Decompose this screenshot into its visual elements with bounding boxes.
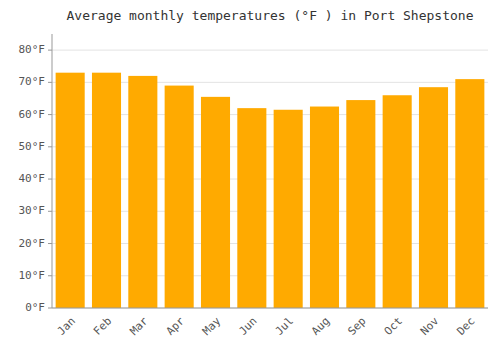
bar (128, 76, 157, 308)
y-tick (48, 146, 52, 147)
bar (92, 73, 121, 308)
bar (346, 100, 375, 308)
y-tick (48, 114, 52, 115)
x-tick-label: May (200, 314, 224, 338)
x-tick-label: Jan (55, 315, 78, 338)
x-tick-label: Oct (382, 315, 405, 338)
bar (56, 73, 85, 308)
x-tick-label: Dec (454, 315, 477, 338)
chart-title: Average monthly temperatures (°F ) in Po… (67, 8, 474, 23)
y-tick-label: 70°F (19, 75, 46, 88)
bar (383, 95, 412, 308)
x-tick-label: Apr (164, 314, 188, 338)
x-tick-label: Mar (127, 314, 151, 338)
y-tick (48, 308, 52, 309)
bars (56, 73, 485, 308)
y-tick (48, 82, 52, 83)
x-axis-line (52, 308, 488, 309)
y-tick-label: 30°F (19, 204, 46, 217)
y-tick-label: 10°F (19, 269, 46, 282)
bar (201, 97, 230, 308)
chart-container: Average monthly temperatures (°F ) in Po… (0, 0, 500, 350)
y-tick-label: 60°F (19, 108, 46, 121)
y-tick (48, 211, 52, 212)
y-tick-label: 40°F (19, 172, 46, 185)
y-tick (48, 50, 52, 51)
x-tick-label: Nov (418, 314, 442, 338)
x-tick-label: Aug (309, 315, 332, 338)
y-tick-label: 50°F (19, 140, 46, 153)
x-axis-ticks: Jan Feb Mar Apr May Jun Jul Aug Sep Oct Nov Dec (55, 314, 478, 338)
grid-line (52, 50, 488, 51)
y-tick-label: 0°F (25, 301, 45, 314)
x-tick-label: Jun (236, 315, 259, 338)
y-axis-line (52, 34, 53, 308)
bar (310, 107, 339, 308)
bar (419, 87, 448, 308)
bar (165, 86, 194, 308)
y-axis-ticks: 0°F 10°F 20°F 30°F 40°F 50°F 60°F 70°F 80°F (19, 43, 53, 314)
y-tick-label: 80°F (19, 43, 46, 56)
chart-svg: Average monthly temperatures (°F ) in Po… (0, 0, 500, 350)
x-tick-label: Sep (345, 315, 368, 338)
y-tick-label: 20°F (19, 237, 46, 250)
bar (237, 108, 266, 308)
grid-line (52, 308, 488, 309)
y-tick (48, 275, 52, 276)
y-tick (48, 179, 52, 180)
y-tick (48, 243, 52, 244)
x-tick-label: Jul (273, 315, 296, 338)
bar (274, 110, 303, 308)
bar (455, 79, 484, 308)
y-grid (52, 50, 488, 308)
x-tick-label: Feb (91, 315, 114, 338)
